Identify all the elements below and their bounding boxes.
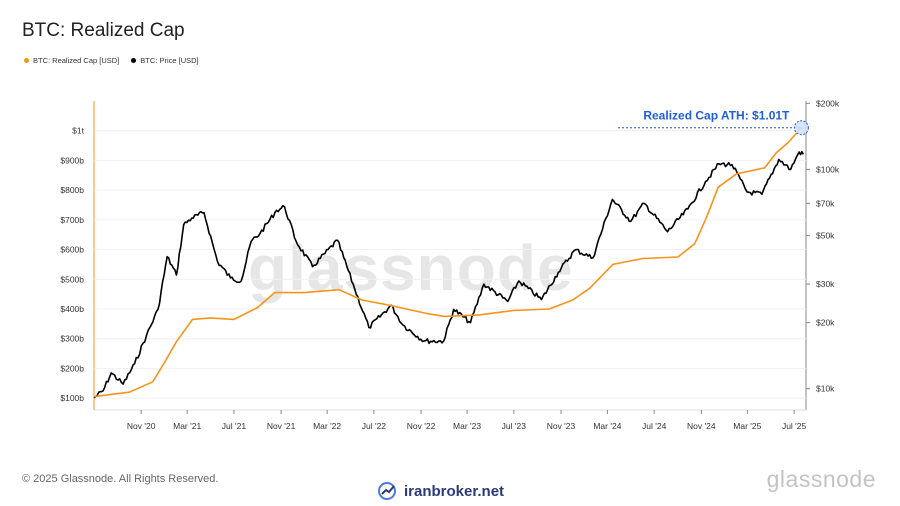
right-tick-label: $50k bbox=[816, 230, 835, 240]
ath-annotation-label: Realized Cap ATH: $1.01T bbox=[643, 109, 790, 123]
x-axis-ticks: Nov '20 Mar '21 Jul '21 Nov '21 Mar '22 Jul '… bbox=[127, 410, 807, 431]
brand-logo: glassnode bbox=[766, 466, 876, 492]
left-tick-label: $100b bbox=[60, 393, 84, 403]
legend-label-realized-cap: BTC: Realized Cap [USD] bbox=[33, 56, 120, 65]
left-tick-label: $300b bbox=[60, 334, 84, 344]
right-tick-label: $70k bbox=[816, 198, 835, 208]
x-tick-label: Mar '25 bbox=[733, 421, 761, 431]
left-tick-label: $400b bbox=[60, 304, 84, 314]
chart-legend: BTC: Realized Cap [USD] BTC: Price [USD] bbox=[24, 56, 199, 65]
x-tick-label: Mar '23 bbox=[453, 421, 481, 431]
x-tick-label: Nov '20 bbox=[127, 421, 156, 431]
left-tick-label: $900b bbox=[60, 155, 84, 165]
series-line-price bbox=[93, 150, 805, 399]
right-tick-label: $200k bbox=[816, 98, 840, 108]
x-tick-label: Nov '22 bbox=[407, 421, 436, 431]
x-tick-label: Mar '22 bbox=[313, 421, 341, 431]
copyright-text: © 2025 Glassnode. All Rights Reserved. bbox=[22, 473, 219, 485]
page-title: BTC: Realized Cap bbox=[22, 20, 185, 41]
legend-dot-realized-cap bbox=[24, 58, 29, 63]
x-tick-label: Jul '24 bbox=[642, 421, 667, 431]
x-tick-label: Jul '25 bbox=[782, 421, 807, 431]
legend-label-price: BTC: Price [USD] bbox=[140, 56, 199, 65]
legend-item-realized-cap[interactable]: BTC: Realized Cap [USD] bbox=[24, 56, 119, 65]
x-tick-label: Mar '24 bbox=[593, 421, 621, 431]
right-axis-ticks: $10k $20k $30k $50k $70k $100k $200k bbox=[806, 98, 840, 394]
left-tick-label: $800b bbox=[60, 185, 84, 195]
right-tick-label: $30k bbox=[816, 279, 835, 289]
x-tick-label: Jul '21 bbox=[222, 421, 247, 431]
x-tick-label: Mar '21 bbox=[173, 421, 201, 431]
x-tick-label: Jul '23 bbox=[502, 421, 527, 431]
series-line-realized-cap bbox=[93, 127, 802, 398]
partner-badge[interactable]: iranbroker.net bbox=[378, 482, 504, 500]
right-tick-label: $10k bbox=[816, 384, 835, 394]
left-tick-label: $500b bbox=[60, 274, 84, 284]
chart-trend-icon bbox=[378, 482, 396, 500]
right-tick-label: $20k bbox=[816, 318, 835, 328]
right-tick-label: $100k bbox=[816, 164, 840, 174]
ath-marker[interactable] bbox=[793, 120, 809, 136]
left-tick-label: $200b bbox=[60, 363, 84, 373]
left-tick-label: $1t bbox=[72, 126, 84, 136]
legend-dot-price bbox=[131, 58, 137, 63]
left-tick-label: $700b bbox=[60, 215, 84, 225]
x-tick-label: Jul '22 bbox=[362, 421, 387, 431]
legend-item-price[interactable]: BTC: Price [USD] bbox=[131, 56, 199, 65]
left-tick-label: $600b bbox=[60, 245, 84, 255]
x-tick-label: Nov '21 bbox=[267, 421, 296, 431]
partner-name: iranbroker.net bbox=[404, 482, 505, 500]
x-tick-label: Nov '24 bbox=[687, 421, 716, 431]
x-tick-label: Nov '23 bbox=[547, 421, 576, 431]
